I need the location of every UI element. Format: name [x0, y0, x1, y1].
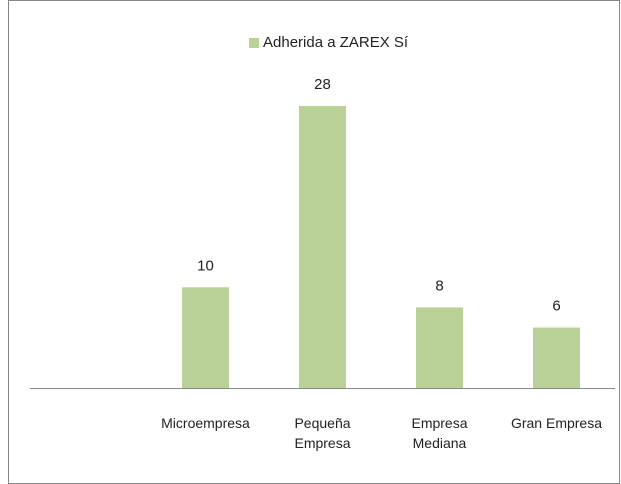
x-tick-label: Gran Empresa — [510, 415, 603, 431]
data-label: 10 — [197, 257, 214, 274]
bar — [182, 287, 229, 388]
x-tick-label: Microempresa — [161, 415, 250, 431]
legend-swatch — [249, 38, 259, 48]
data-label: 8 — [435, 277, 443, 294]
data-label: 6 — [552, 298, 560, 315]
bar — [533, 327, 580, 388]
bar — [299, 106, 346, 388]
x-tick-label: Pequeña Empresa — [294, 415, 351, 451]
legend-label: Adherida a ZAREX Sí — [263, 34, 409, 51]
bar — [416, 307, 463, 388]
data-label: 28 — [314, 76, 331, 93]
x-tick-label: Empresa Mediana — [411, 415, 468, 451]
